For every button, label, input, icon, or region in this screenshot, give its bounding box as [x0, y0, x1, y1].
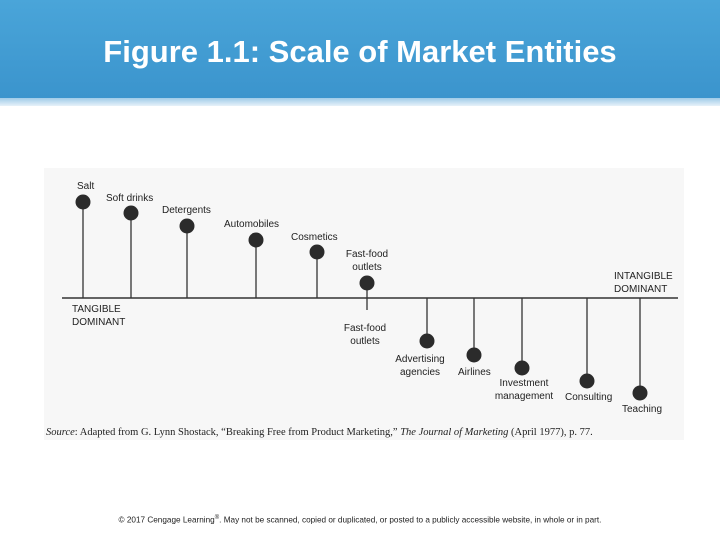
slide-title: Figure 1.1: Scale of Market Entities	[103, 34, 617, 69]
dot-advertising	[419, 333, 435, 349]
label-line: Fast-food	[346, 249, 388, 260]
copyright-part-b: . May not be scanned, copied or duplicat…	[219, 515, 602, 525]
tangible-label-line1: TANGIBLE	[72, 304, 121, 315]
source-text: : Adapted from G. Lynn Shostack, “Breaki…	[74, 427, 401, 438]
label-cosmetics: Cosmetics	[291, 232, 338, 243]
intangible-label-line1: INTANGIBLE	[614, 271, 673, 282]
source-journal: The Journal of Marketing	[400, 427, 509, 438]
title-banner	[0, 0, 720, 104]
label-automobiles: Automobiles	[224, 219, 279, 230]
label-line: Fast-food	[344, 323, 386, 334]
source-suffix: (April 1977), p. 77.	[508, 427, 593, 438]
label-line: outlets	[350, 336, 379, 347]
label-line: Advertising	[395, 354, 444, 365]
source-citation: Source: Adapted from G. Lynn Shostack, “…	[46, 427, 676, 438]
label-line: Investment	[500, 378, 549, 389]
label-detergents: Detergents	[162, 205, 211, 216]
banner-edge	[0, 98, 720, 106]
label-teaching: Teaching	[622, 404, 662, 415]
dot-automobiles	[248, 232, 264, 248]
label-line: agencies	[400, 367, 440, 378]
source-prefix: Source	[46, 427, 75, 438]
copyright-notice: © 2017 Cengage Learning®. May not be sca…	[0, 515, 720, 525]
dot-consulting	[579, 373, 595, 389]
dot-teaching	[632, 385, 648, 401]
label-line: management	[495, 391, 554, 402]
dot-cosmetics	[309, 244, 325, 260]
registered-mark: ®	[214, 515, 220, 521]
dot-salt	[75, 194, 91, 210]
dot-detergents	[179, 218, 195, 234]
label-airlines: Airlines	[458, 367, 491, 378]
dot-investment	[514, 360, 530, 376]
label-salt: Salt	[77, 181, 94, 192]
dot-soft-drinks	[123, 205, 139, 221]
label-line: outlets	[352, 262, 381, 273]
label-soft-drinks: Soft drinks	[106, 193, 153, 204]
tangible-label-line2: DOMINANT	[72, 317, 125, 328]
label-advertising: Advertising agencies	[395, 354, 444, 378]
label-consulting: Consulting	[565, 392, 612, 403]
dot-fast-food-tangible	[359, 275, 375, 291]
label-investment: Investment management	[495, 378, 554, 402]
label-fast-food-intangible: Fast-food outlets	[344, 323, 386, 347]
dot-airlines	[466, 347, 482, 363]
copyright-part-a: © 2017 Cengage Learning	[118, 515, 215, 525]
figure-panel	[44, 168, 684, 440]
label-fast-food-tangible: Fast-food outlets	[346, 249, 388, 273]
intangible-label-line2: DOMINANT	[614, 284, 667, 295]
